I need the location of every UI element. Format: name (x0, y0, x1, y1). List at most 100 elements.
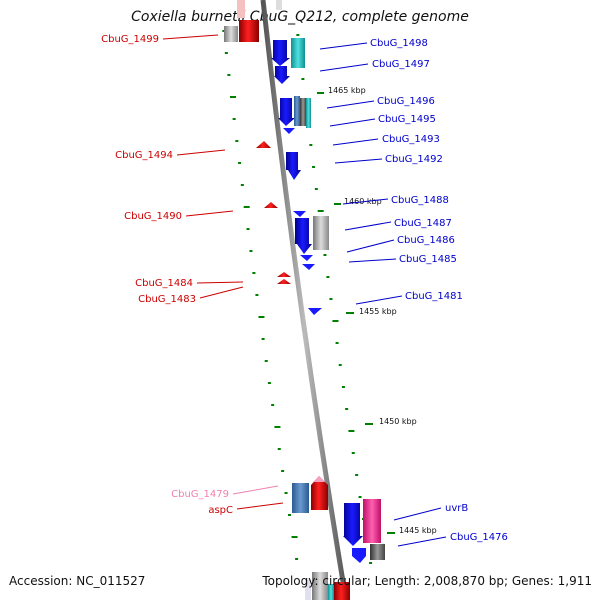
gene-grey (313, 216, 329, 250)
gene-cbug-1493 (286, 152, 301, 180)
tick-mark (222, 30, 226, 32)
gene-label-right[interactable]: CbuG_1486 (397, 235, 455, 246)
gene-pale (305, 580, 311, 600)
gene-cbug-1479 (292, 483, 309, 513)
gene-label-right[interactable]: CbuG_1488 (391, 195, 449, 206)
labels-left: CbuG_1499 CbuG_1494 CbuG_1490 CbuG_1484 … (101, 34, 284, 516)
gene-label-right[interactable]: uvrB (445, 503, 468, 514)
tick-mark (358, 496, 362, 498)
gene-grey (300, 98, 306, 126)
accession-text: Accession: NC_011527 (9, 574, 146, 588)
gene-cbug-1496 (278, 98, 295, 126)
tick-mark (258, 316, 265, 318)
tick-mark (255, 294, 259, 296)
gene-label-right[interactable]: CbuG_1487 (394, 218, 452, 229)
gene-label-left[interactable]: aspC (208, 505, 233, 516)
gene-pale (237, 0, 245, 18)
gene-grey (276, 0, 282, 10)
tick-mark (224, 52, 228, 54)
tick-mark (271, 404, 275, 406)
gene-cbug-1494 (256, 141, 271, 148)
gene-cyan (328, 584, 334, 600)
gene-label-right[interactable]: CbuG_1497 (372, 59, 430, 70)
gene-cbug-1498 (271, 40, 290, 66)
gene-label-right[interactable]: CbuG_1493 (382, 134, 440, 145)
gene-grey (370, 544, 385, 560)
tick-mark (267, 382, 271, 384)
tick-mark (261, 338, 265, 340)
tick-mark (312, 166, 316, 168)
tick-mark (335, 342, 339, 344)
gene-red (334, 582, 350, 600)
tick-mark (284, 492, 288, 494)
gene-cbug-1490 (264, 202, 278, 208)
gene-label-left[interactable]: CbuG_1484 (135, 278, 193, 289)
tick-mark (295, 558, 299, 560)
tick-mark (329, 298, 333, 300)
gene-cbug-1476 (352, 548, 366, 563)
map-title: Coxiella burnetii CbuG_Q212, complete ge… (131, 9, 469, 25)
gene-label-right[interactable]: CbuG_1485 (399, 254, 457, 265)
gene-label-left[interactable]: CbuG_1490 (124, 211, 182, 222)
tick-mark (235, 140, 239, 142)
gene-label-left[interactable]: CbuG_1483 (138, 294, 196, 305)
gene-pink (363, 499, 381, 543)
gene-cbug-1497 (274, 66, 290, 84)
topology-text: Topology: circular; Length: 2,008,870 bp… (262, 574, 592, 588)
gene-grey (312, 572, 328, 600)
gene-label-right[interactable]: CbuG_1498 (370, 38, 428, 49)
kbp-label: 1450 kbp (379, 417, 417, 426)
tick-mark (345, 408, 349, 410)
gene-cbug-1484 (277, 272, 291, 277)
tick-mark (309, 144, 313, 146)
gene-cyan (291, 38, 305, 68)
tick-mark (355, 474, 359, 476)
tick-mark (338, 364, 342, 366)
tick-mark (227, 74, 231, 76)
gene-cbug-1486 (300, 255, 313, 261)
genome-backbone (260, 0, 349, 600)
tick-mark (369, 562, 373, 564)
gene-label-right[interactable]: CbuG_1492 (385, 154, 443, 165)
tick-mark (281, 470, 285, 472)
labels-right: CbuG_1498 CbuG_1497 CbuG_1496 CbuG_1495 … (319, 38, 508, 547)
gene-steel (294, 96, 300, 126)
tick-mark (341, 386, 345, 388)
gene-cbug-1495 (283, 128, 295, 134)
tick-mark (274, 426, 281, 428)
gene-label-left[interactable]: CbuG_1479 (171, 489, 229, 500)
gene-label-left[interactable]: CbuG_1499 (101, 34, 159, 45)
tick-mark (229, 96, 236, 98)
tick-mark (332, 320, 339, 322)
tick-mark (252, 272, 256, 274)
gene-label-right[interactable]: CbuG_1495 (378, 114, 436, 125)
tick-mark (249, 250, 253, 252)
gene-aspc-pseudo (313, 476, 325, 482)
tick-mark (296, 34, 300, 36)
tick-mark (288, 514, 292, 516)
kbp-label: 1445 kbp (399, 526, 437, 535)
tick-mark (240, 184, 244, 186)
tick-mark (351, 452, 355, 454)
tick-mark (317, 210, 324, 212)
gene-cbug-1483 (277, 279, 291, 284)
tick-mark (326, 276, 330, 278)
gene-label-left[interactable]: CbuG_1494 (115, 150, 173, 161)
tick-mark (246, 228, 250, 230)
tick-mark (232, 118, 236, 120)
gene-cbug-1481 (308, 308, 322, 315)
tick-mark (301, 78, 305, 80)
gene-cyan (306, 98, 311, 128)
gene-features (224, 0, 385, 600)
gene-aspc (311, 476, 328, 510)
kbp-label: 1455 kbp (359, 307, 397, 316)
gene-grey (224, 26, 238, 42)
gene-label-right[interactable]: CbuG_1496 (377, 96, 435, 107)
gene-label-right[interactable]: CbuG_1481 (405, 291, 463, 302)
gene-label-right[interactable]: CbuG_1476 (450, 532, 508, 543)
tick-mark (323, 254, 327, 256)
gene-uvrb (343, 503, 363, 546)
tick-mark (264, 360, 268, 362)
gene-cbug-1485 (302, 264, 315, 270)
